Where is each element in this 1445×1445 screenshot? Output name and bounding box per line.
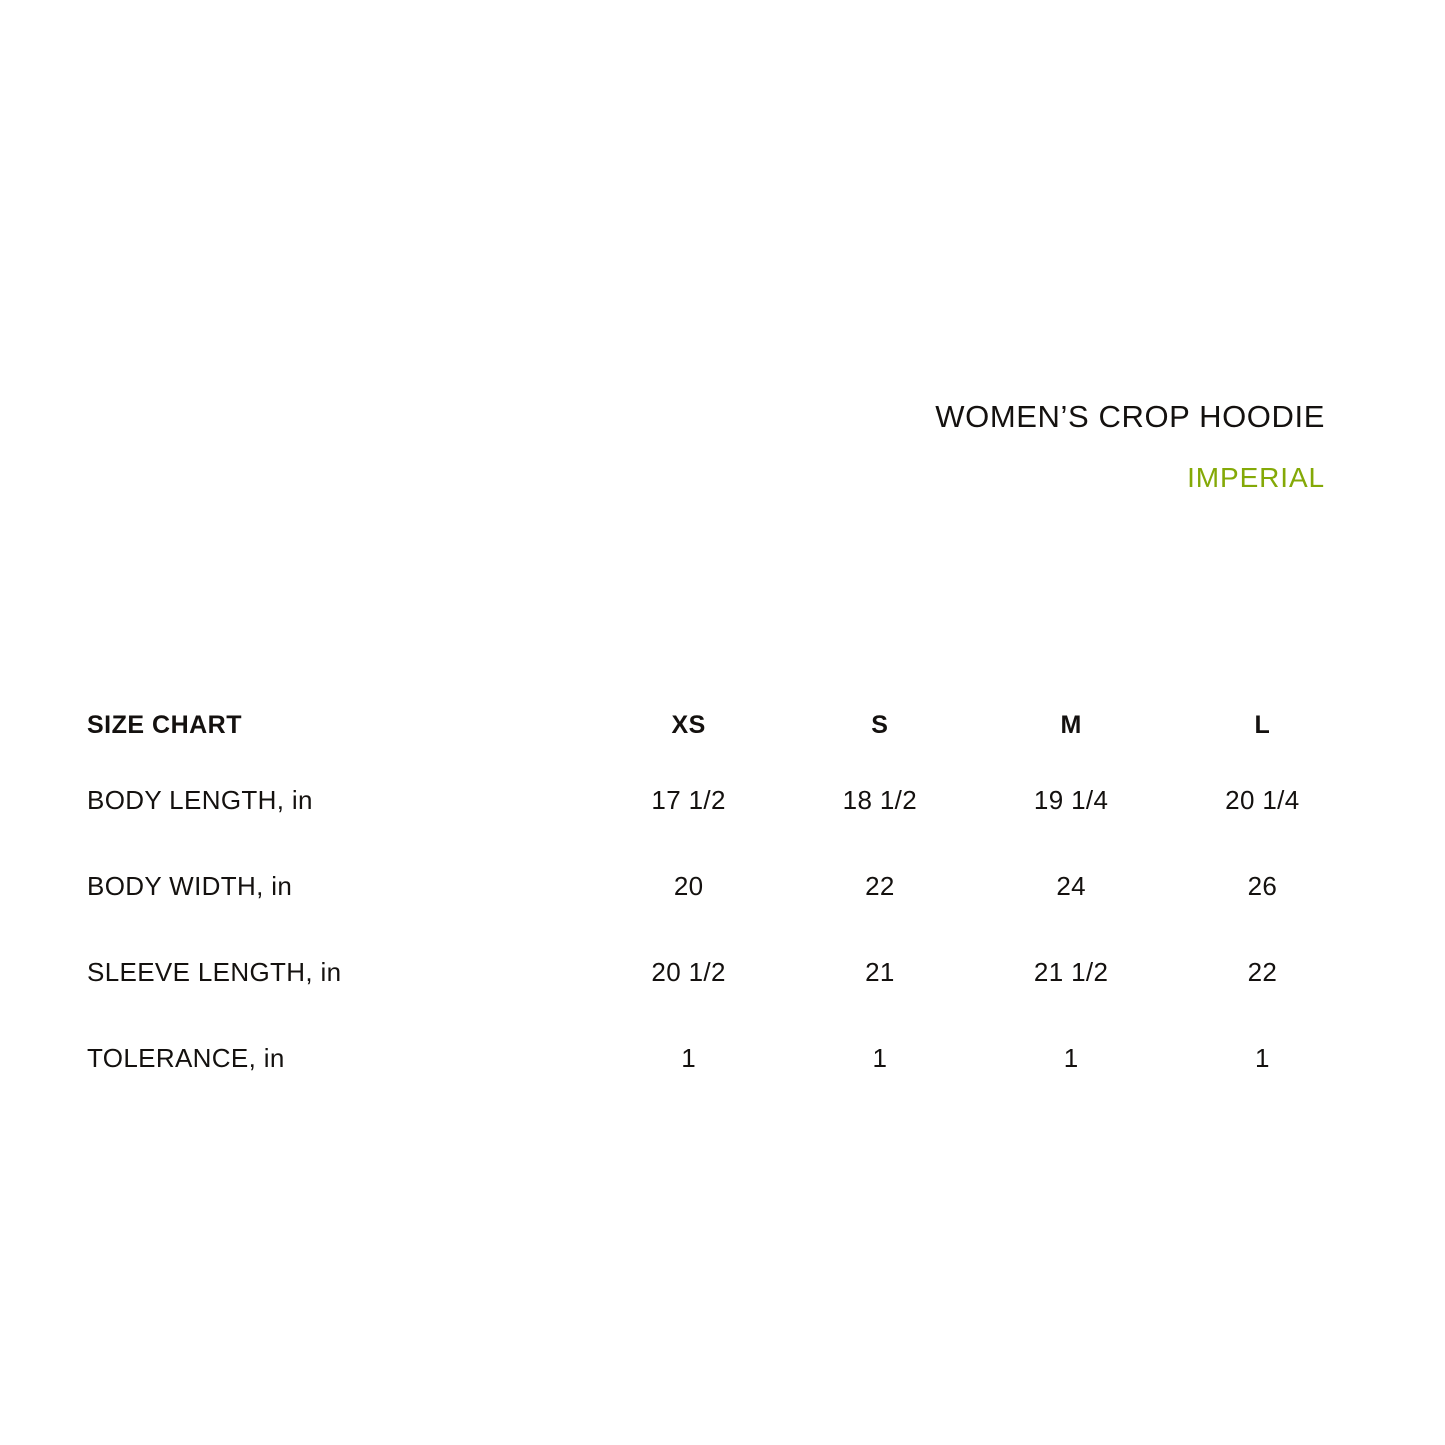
cell-sleeve-length-l: 22 [1247,956,1278,987]
title-block: WOMEN’S CROP HOODIE IMPERIAL [0,398,1325,495]
table-row: TOLERANCE, in 1 1 1 1 [87,1015,1358,1101]
cell-tolerance-m: 1 [1063,1042,1079,1073]
size-chart-table: SIZE CHART XS S M L BODY LENGTH, in 17 1… [87,694,1358,1101]
cell-sleeve-length-s: 21 [865,956,895,987]
column-header-xs: XS [671,711,706,739]
row-label-sleeve-length: SLEEVE LENGTH, in [87,956,342,987]
table-row: BODY WIDTH, in 20 22 24 26 [87,843,1358,929]
cell-body-length-m: 19 1/4 [1033,784,1109,815]
size-chart-container: SIZE CHART XS S M L BODY LENGTH, in 17 1… [87,694,1358,1101]
cell-body-length-s: 18 1/2 [842,784,918,815]
table-header-row: SIZE CHART XS S M L [87,694,1358,757]
cell-body-width-m: 24 [1056,870,1086,901]
cell-tolerance-s: 1 [872,1042,888,1073]
cell-body-width-s: 22 [865,870,895,901]
page-title: WOMEN’S CROP HOODIE [935,399,1325,434]
column-header-l: L [1254,711,1271,739]
row-label-body-width: BODY WIDTH, in [87,870,293,901]
cell-body-width-l: 26 [1247,870,1278,901]
row-label-tolerance: TOLERANCE, in [87,1042,285,1073]
table-row: SLEEVE LENGTH, in 20 1/2 21 21 1/2 22 [87,929,1358,1015]
cell-body-length-xs: 17 1/2 [651,784,726,815]
column-header-s: S [871,711,889,739]
unit-system-label: IMPERIAL [1187,462,1325,494]
table-row: BODY LENGTH, in 17 1/2 18 1/2 19 1/4 20 … [87,757,1358,843]
cell-tolerance-l: 1 [1254,1042,1270,1073]
row-label-body-length: BODY LENGTH, in [87,784,313,815]
cell-body-width-xs: 20 [673,870,704,901]
column-header-m: M [1060,711,1082,739]
column-header-size-chart: SIZE CHART [87,711,242,739]
cell-body-length-l: 20 1/4 [1225,784,1300,815]
cell-tolerance-xs: 1 [681,1042,697,1073]
cell-sleeve-length-m: 21 1/2 [1033,956,1109,987]
cell-sleeve-length-xs: 20 1/2 [651,956,726,987]
